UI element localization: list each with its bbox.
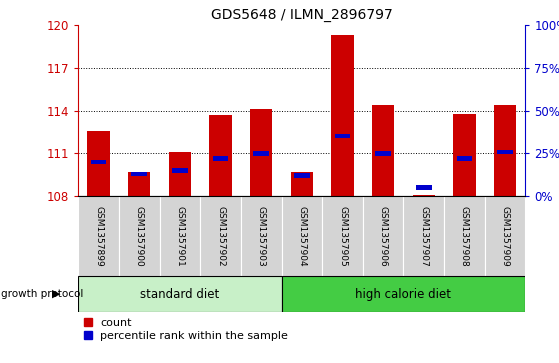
Bar [159, 196, 200, 276]
Text: GSM1357908: GSM1357908 [460, 205, 469, 266]
Bar [335, 134, 350, 138]
Text: standard diet: standard diet [140, 287, 220, 301]
Bar [200, 196, 241, 276]
Bar [87, 131, 110, 196]
Bar [282, 196, 322, 276]
Bar [444, 196, 485, 276]
Bar [453, 114, 476, 196]
Text: GSM1357904: GSM1357904 [297, 205, 306, 266]
Bar [375, 151, 391, 155]
Text: GSM1357906: GSM1357906 [378, 205, 388, 266]
Text: GSM1357900: GSM1357900 [135, 205, 144, 266]
Text: GSM1357907: GSM1357907 [419, 205, 428, 266]
Bar [169, 152, 191, 196]
Bar [331, 35, 354, 196]
Bar [485, 196, 525, 276]
Legend: count, percentile rank within the sample: count, percentile rank within the sample [84, 318, 288, 341]
Bar [372, 105, 394, 196]
Text: GSM1357905: GSM1357905 [338, 205, 347, 266]
Bar [294, 174, 310, 178]
Bar [250, 109, 272, 196]
Text: growth protocol: growth protocol [1, 289, 83, 299]
Bar [210, 115, 232, 196]
Text: GSM1357909: GSM1357909 [501, 205, 510, 266]
Bar [131, 172, 147, 176]
Title: GDS5648 / ILMN_2896797: GDS5648 / ILMN_2896797 [211, 8, 393, 22]
Bar [494, 105, 517, 196]
Bar [457, 156, 472, 160]
Bar [363, 196, 404, 276]
Bar [78, 276, 282, 312]
Bar [91, 160, 106, 164]
Text: high calorie diet: high calorie diet [356, 287, 452, 301]
Bar [241, 196, 282, 276]
Bar [78, 196, 119, 276]
Bar [404, 196, 444, 276]
Bar [498, 150, 513, 154]
Text: GSM1357901: GSM1357901 [176, 205, 184, 266]
Bar [416, 185, 432, 189]
Bar [128, 172, 150, 196]
Bar [413, 195, 435, 196]
Text: ▶: ▶ [52, 289, 60, 299]
Bar [322, 196, 363, 276]
Bar [213, 156, 229, 160]
Bar [253, 151, 269, 155]
Bar [291, 172, 313, 196]
Bar [119, 196, 159, 276]
Bar [172, 168, 188, 172]
Text: GSM1357902: GSM1357902 [216, 205, 225, 266]
Text: GSM1357899: GSM1357899 [94, 205, 103, 266]
Bar [282, 276, 525, 312]
Text: GSM1357903: GSM1357903 [257, 205, 266, 266]
